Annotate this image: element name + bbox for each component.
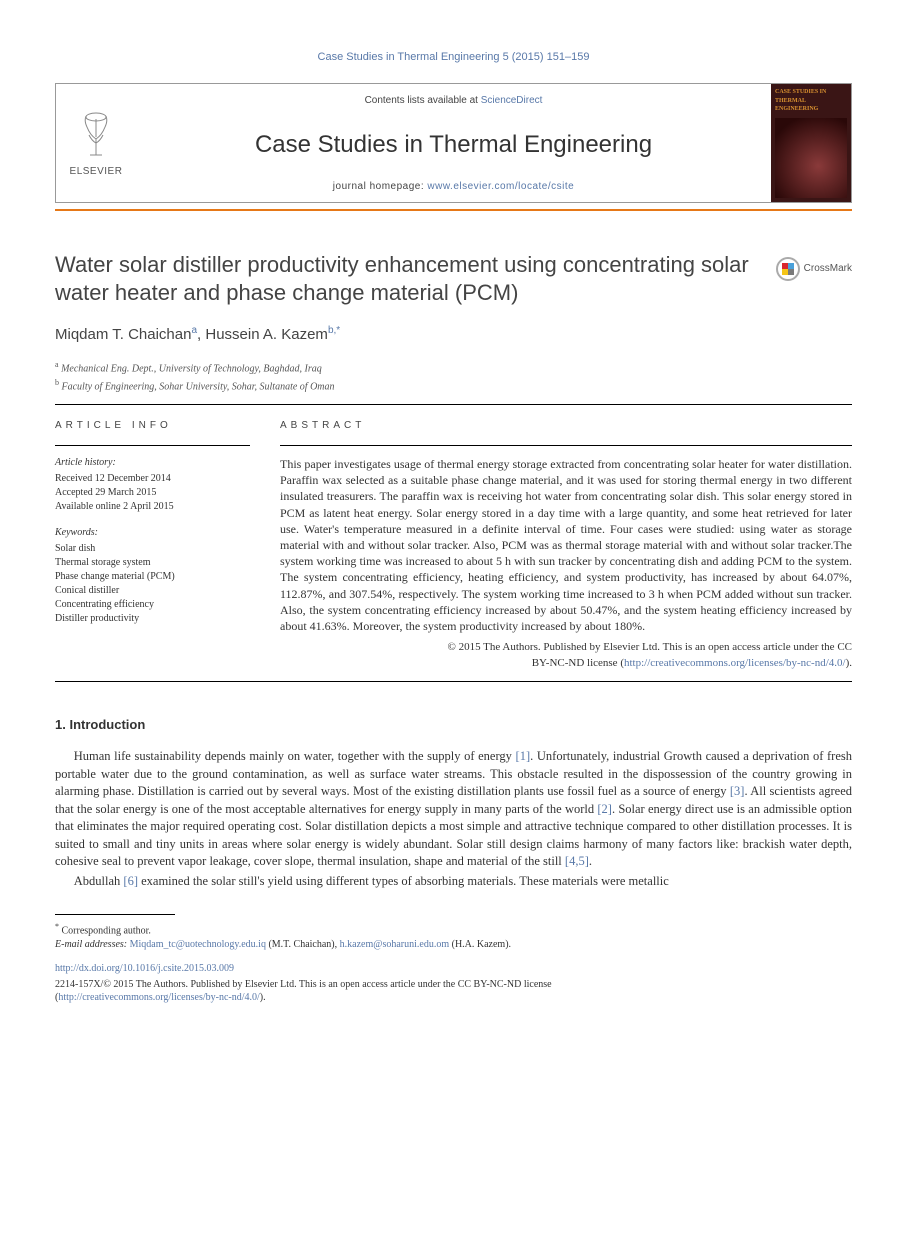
keyword: Distiller productivity	[55, 612, 250, 626]
cover-title: CASE STUDIES IN THERMAL ENGINEERING	[775, 88, 847, 113]
citation-6[interactable]: [6]	[123, 874, 138, 888]
author-2-sup: b,*	[328, 325, 340, 336]
affiliations: a Mechanical Eng. Dept., University of T…	[55, 359, 852, 394]
copyright-line-2a: BY-NC-ND license (	[532, 657, 624, 669]
citation-3[interactable]: [3]	[730, 784, 745, 798]
history-line: Received 12 December 2014	[55, 472, 250, 486]
homepage-link[interactable]: www.elsevier.com/locate/csite	[427, 181, 574, 192]
abstract-column: abstract This paper investigates usage o…	[280, 419, 852, 671]
article-info-label: article info	[55, 419, 250, 433]
citation-4-5[interactable]: [4,5]	[565, 854, 589, 868]
issn-license-line: 2214-157X/© 2015 The Authors. Published …	[55, 978, 852, 1004]
history-line: Accepted 29 March 2015	[55, 486, 250, 500]
affiliation-b: Faculty of Engineering, Sohar University…	[62, 381, 335, 392]
history-line: Available online 2 April 2015	[55, 500, 250, 514]
author-1: Miqdam T. Chaichan	[55, 326, 191, 343]
header-citation: Case Studies in Thermal Engineering 5 (2…	[55, 50, 852, 65]
article-info-column: article info Article history: Received 1…	[55, 419, 250, 671]
journal-banner: ELSEVIER Contents lists available at Sci…	[55, 83, 852, 203]
journal-cover-thumb: CASE STUDIES IN THERMAL ENGINEERING	[771, 84, 851, 202]
email-2-link[interactable]: h.kazem@soharuni.edu.om	[340, 939, 449, 950]
issn-text: 2214-157X/© 2015 The Authors. Published …	[55, 979, 552, 990]
accent-bar	[55, 209, 852, 211]
journal-title: Case Studies in Thermal Engineering	[255, 128, 652, 162]
publisher-name: ELSEVIER	[70, 165, 123, 179]
keywords-heading: Keywords:	[55, 526, 250, 540]
affiliation-a: Mechanical Eng. Dept., University of Tec…	[61, 364, 322, 375]
intro-paragraph-2: Abdullah [6] examined the solar still's …	[55, 873, 852, 891]
article-title: Water solar distiller productivity enhan…	[55, 251, 756, 306]
crossmark-icon	[776, 257, 800, 281]
doi-line: http://dx.doi.org/10.1016/j.csite.2015.0…	[55, 962, 852, 976]
history-lines: Received 12 December 2014 Accepted 29 Ma…	[55, 472, 250, 514]
publisher-logo-area: ELSEVIER	[56, 84, 136, 202]
keyword: Thermal storage system	[55, 556, 250, 570]
sciencedirect-link[interactable]: ScienceDirect	[481, 95, 543, 106]
abstract-label: abstract	[280, 419, 852, 433]
divider-top	[55, 404, 852, 405]
corresponding-author: Corresponding author.	[62, 925, 151, 936]
footer-license-link[interactable]: http://creativecommons.org/licenses/by-n…	[58, 992, 259, 1003]
info-divider	[55, 445, 250, 446]
license-link[interactable]: http://creativecommons.org/licenses/by-n…	[624, 657, 846, 669]
copyright-line-1: © 2015 The Authors. Published by Elsevie…	[280, 640, 852, 655]
keyword: Solar dish	[55, 542, 250, 556]
history-heading: Article history:	[55, 456, 250, 470]
email-1-link[interactable]: Miqdam_tc@uotechnology.edu.iq	[130, 939, 266, 950]
abstract-divider	[280, 445, 852, 446]
crossmark-badge[interactable]: CrossMark	[776, 257, 852, 281]
author-2: Hussein A. Kazem	[205, 326, 328, 343]
intro-body: Human life sustainability depends mainly…	[55, 748, 852, 890]
contents-prefix: Contents lists available at	[365, 95, 481, 106]
elsevier-tree-icon	[71, 108, 121, 163]
banner-center: Contents lists available at ScienceDirec…	[136, 84, 771, 202]
homepage-line: journal homepage: www.elsevier.com/locat…	[333, 180, 574, 194]
keyword: Phase change material (PCM)	[55, 570, 250, 584]
divider-bottom	[55, 681, 852, 682]
contents-available-line: Contents lists available at ScienceDirec…	[365, 94, 543, 108]
intro-paragraph-1: Human life sustainability depends mainly…	[55, 748, 852, 871]
copyright-block: © 2015 The Authors. Published by Elsevie…	[280, 640, 852, 671]
email-1-name: (M.T. Chaichan),	[266, 939, 340, 950]
copyright-line-2b: ).	[846, 657, 852, 669]
keyword: Concentrating efficiency	[55, 598, 250, 612]
keyword: Conical distiller	[55, 584, 250, 598]
section-heading-intro: 1. Introduction	[55, 716, 852, 734]
doi-link[interactable]: http://dx.doi.org/10.1016/j.csite.2015.0…	[55, 963, 234, 974]
email-label: E-mail addresses:	[55, 939, 130, 950]
footnote-rule	[55, 914, 175, 915]
citation-1[interactable]: [1]	[516, 749, 531, 763]
email-2-name: (H.A. Kazem).	[449, 939, 511, 950]
abstract-text: This paper investigates usage of thermal…	[280, 456, 852, 634]
homepage-prefix: journal homepage:	[333, 181, 428, 192]
footnotes: * Corresponding author. E-mail addresses…	[55, 921, 852, 952]
citation-2[interactable]: [2]	[597, 802, 612, 816]
crossmark-label: CrossMark	[804, 262, 852, 276]
keywords-lines: Solar dish Thermal storage system Phase …	[55, 542, 250, 626]
authors-line: Miqdam T. Chaichana, Hussein A. Kazemb,*	[55, 324, 852, 345]
